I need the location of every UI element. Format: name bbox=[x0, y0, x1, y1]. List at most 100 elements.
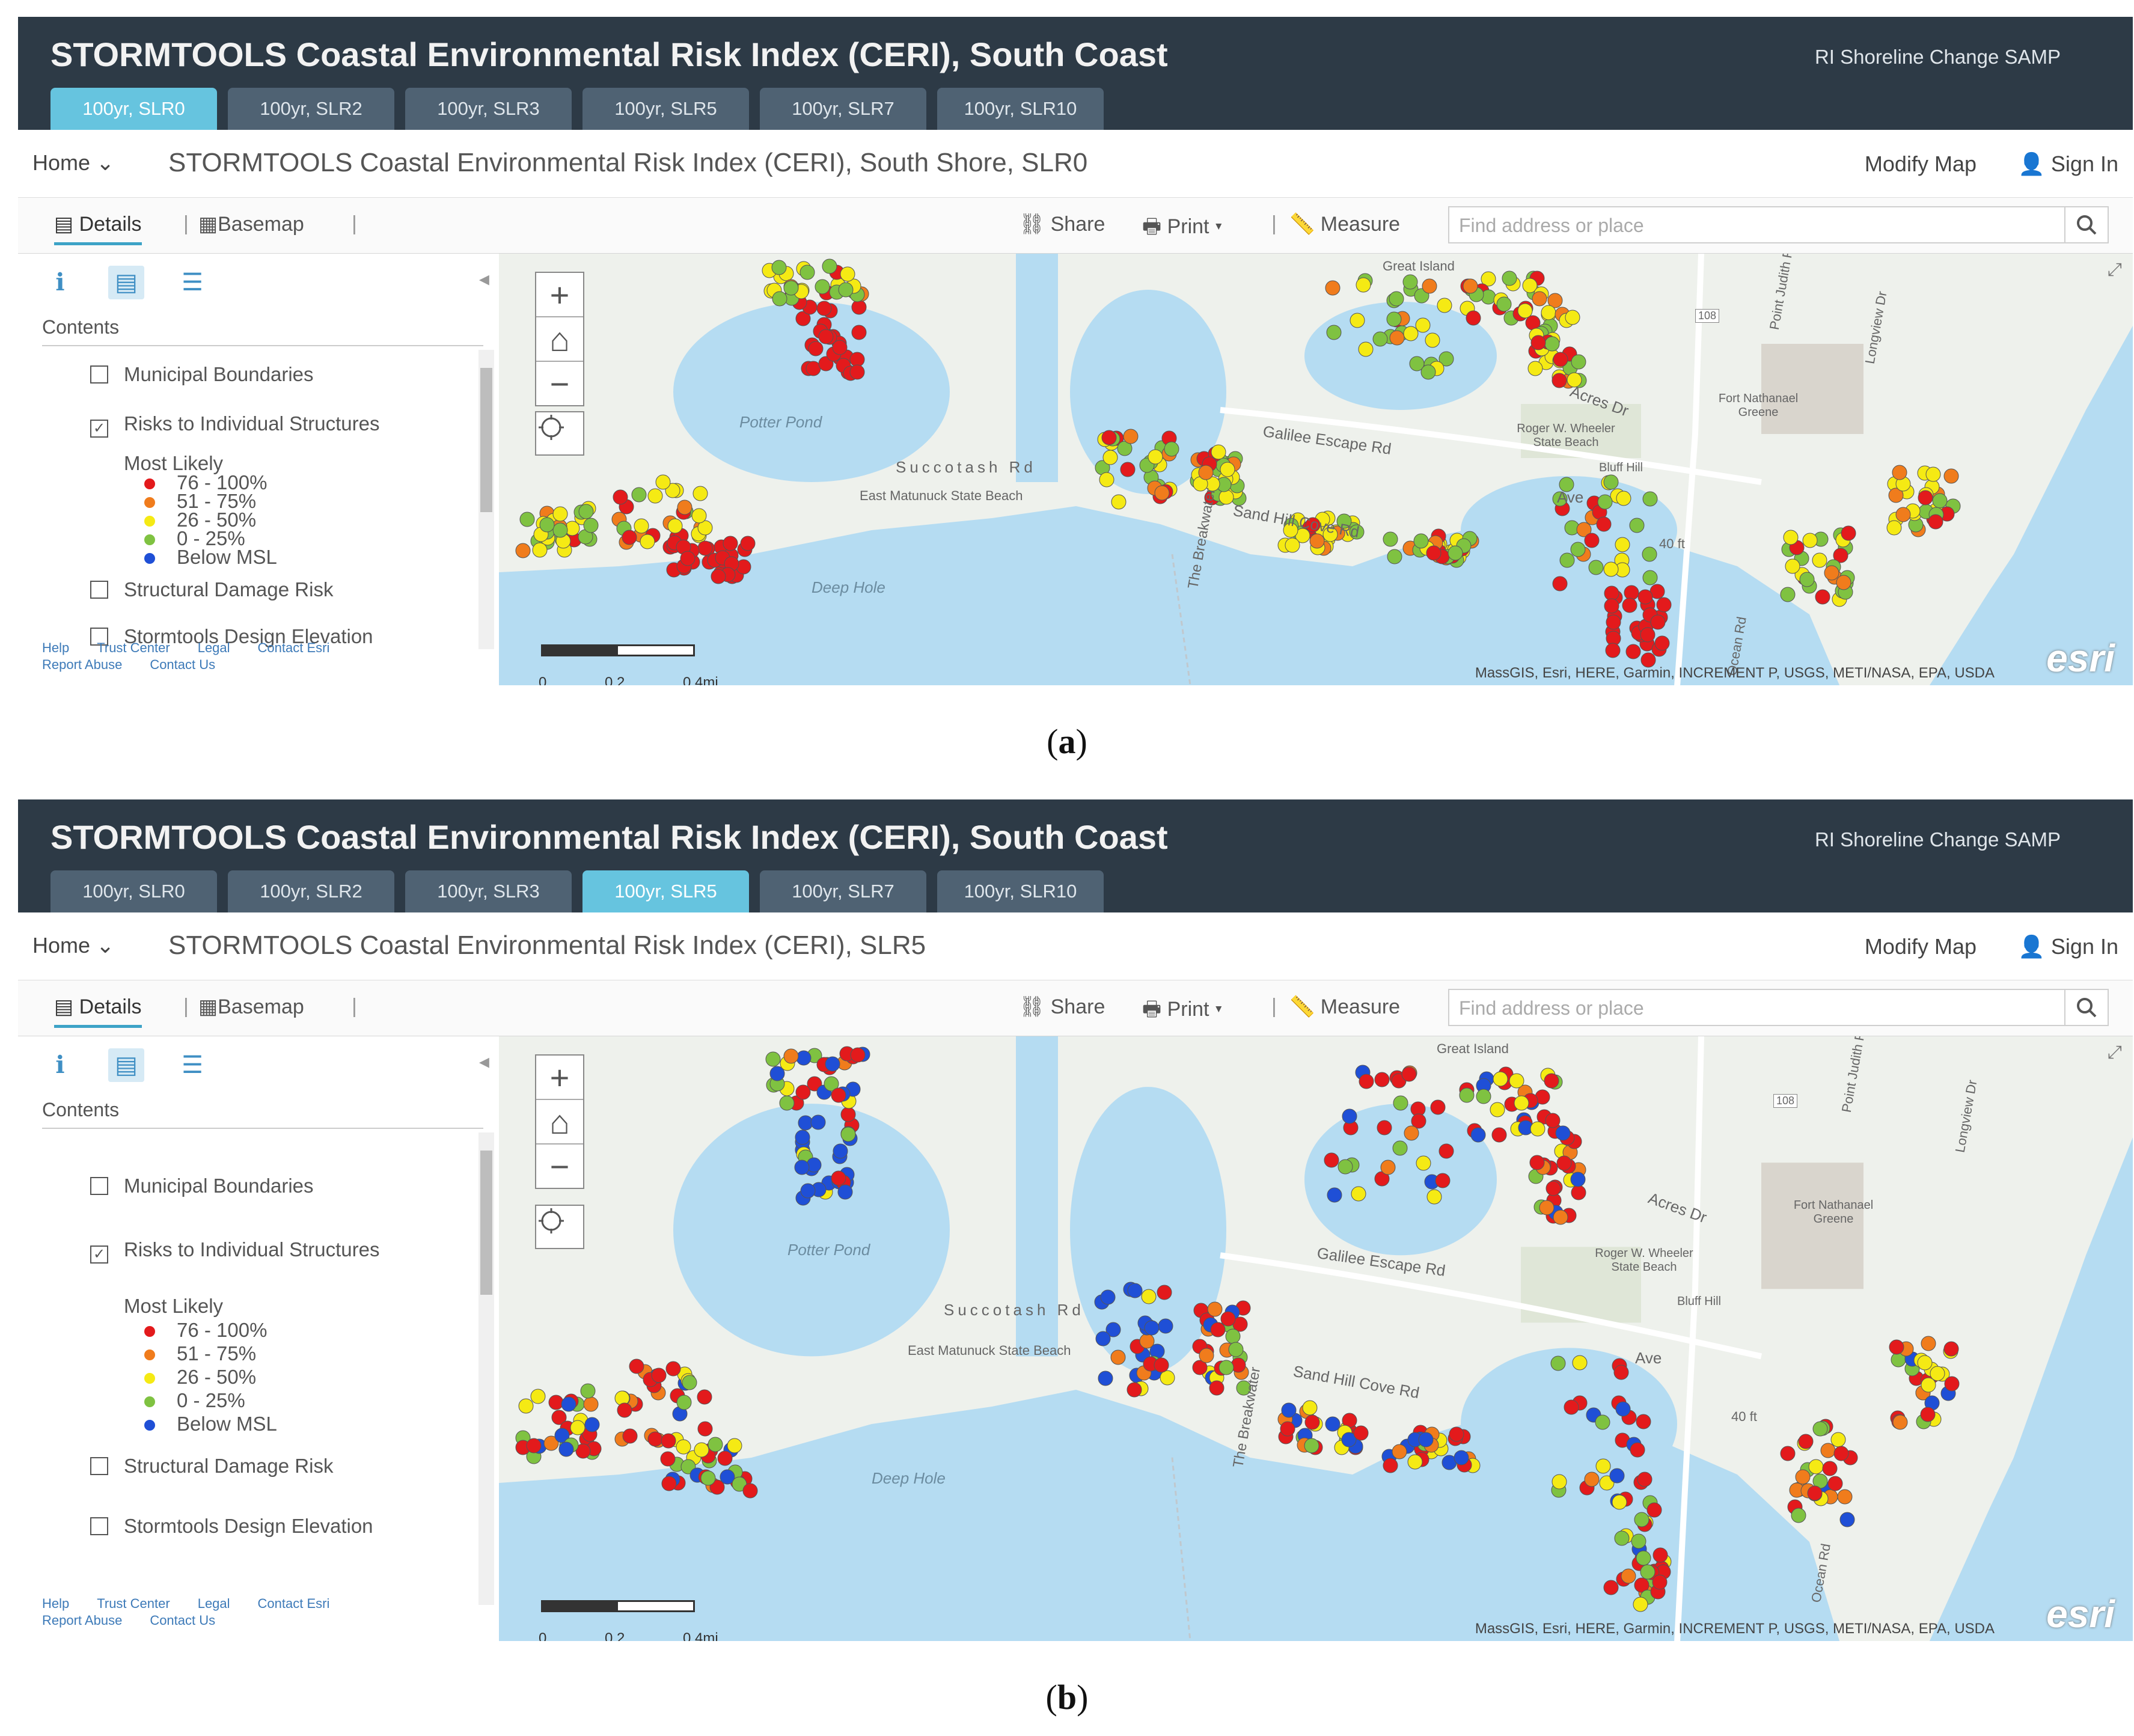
print-button[interactable]: 🖶 Print ▾ bbox=[1142, 995, 1223, 1029]
legend-label: 0 - 25% bbox=[177, 1389, 245, 1411]
search-input[interactable]: Find address or place bbox=[1459, 997, 1644, 1019]
expand-icon[interactable]: ⤢ bbox=[2108, 1042, 2122, 1062]
legal-link[interactable]: Legal bbox=[197, 1596, 230, 1611]
locate-button[interactable] bbox=[535, 411, 584, 456]
tab-slr7[interactable]: 100yr, SLR7 bbox=[760, 88, 926, 130]
structure-marker bbox=[1372, 331, 1388, 347]
checkbox-icon[interactable] bbox=[90, 1457, 108, 1475]
scroll-thumb[interactable] bbox=[480, 1151, 492, 1295]
help-link[interactable]: Help bbox=[42, 640, 70, 655]
details-button[interactable]: ▤ Details bbox=[54, 212, 142, 245]
details-button[interactable]: ▤ Details bbox=[54, 995, 142, 1028]
layer-structural-damage-risk[interactable]: Structural Damage Risk bbox=[90, 1455, 333, 1478]
print-button[interactable]: 🖶 Print ▾ bbox=[1142, 212, 1223, 246]
report-abuse-link[interactable]: Report Abuse bbox=[42, 1613, 123, 1628]
share-button[interactable]: ⛓ Share bbox=[1019, 995, 1105, 1019]
contact-esri-link[interactable]: Contact Esri bbox=[257, 640, 330, 655]
legend-label: 26 - 50% bbox=[177, 1366, 257, 1388]
structure-marker bbox=[840, 1126, 856, 1142]
expand-icon[interactable]: ⤢ bbox=[2108, 260, 2122, 280]
zoom-out-button[interactable]: − bbox=[549, 1147, 570, 1185]
structure-marker bbox=[831, 1170, 846, 1186]
share-button[interactable]: ⛓ Share bbox=[1019, 212, 1105, 236]
tab-slr5[interactable]: 100yr, SLR5 bbox=[582, 88, 749, 130]
trust-center-link[interactable]: Trust Center bbox=[97, 1596, 170, 1611]
home-extent-button[interactable]: ⌂ bbox=[536, 317, 583, 362]
basemap-button[interactable]: ▦Basemap bbox=[198, 212, 304, 236]
info-icon[interactable]: ℹ bbox=[55, 1052, 65, 1078]
map-label: Succotash Rd bbox=[896, 458, 1036, 476]
tab-slr0[interactable]: 100yr, SLR0 bbox=[50, 870, 217, 912]
home-menu[interactable]: Home ⌄ bbox=[32, 150, 114, 176]
trust-center-link[interactable]: Trust Center bbox=[97, 640, 170, 655]
sign-in-button[interactable]: 👤 Sign In bbox=[2018, 151, 2118, 177]
tab-slr7[interactable]: 100yr, SLR7 bbox=[760, 870, 926, 912]
chevron-down-icon: ⌄ bbox=[96, 150, 115, 175]
collapse-arrow-icon[interactable]: ◂ bbox=[478, 1050, 489, 1073]
checkbox-checked-icon[interactable]: ✓ bbox=[90, 420, 108, 438]
content-icon[interactable]: ▤ bbox=[108, 1048, 144, 1082]
map-view[interactable]: + ⌂ − ⤢ Potter Pond Succotash Rd East Ma… bbox=[499, 254, 2133, 685]
contact-us-link[interactable]: Contact Us bbox=[150, 657, 216, 672]
tab-slr2[interactable]: 100yr, SLR2 bbox=[228, 870, 394, 912]
app-subtitle-link[interactable]: RI Shoreline Change SAMP bbox=[1814, 828, 2061, 851]
map-canvas[interactable] bbox=[499, 254, 2133, 685]
home-extent-button[interactable]: ⌂ bbox=[536, 1100, 583, 1145]
layer-municipal-boundaries[interactable]: Municipal Boundaries bbox=[90, 1175, 314, 1197]
measure-button[interactable]: 📏 Measure bbox=[1289, 995, 1400, 1019]
contact-us-link[interactable]: Contact Us bbox=[150, 1613, 216, 1628]
modify-map-button[interactable]: Modify Map bbox=[1864, 151, 1977, 176]
layer-risks-individual-structures[interactable]: ✓ Risks to Individual Structures bbox=[90, 412, 380, 438]
checkbox-icon[interactable] bbox=[90, 1177, 108, 1195]
structure-marker bbox=[1545, 1113, 1561, 1128]
sign-in-button[interactable]: 👤 Sign In bbox=[2018, 934, 2118, 959]
checkbox-icon[interactable] bbox=[90, 628, 108, 646]
checkbox-icon[interactable] bbox=[90, 1517, 108, 1535]
search-input[interactable]: Find address or place bbox=[1459, 215, 1644, 236]
layer-stormtools-design-elevation[interactable]: Stormtools Design Elevation bbox=[90, 1515, 373, 1538]
collapse-arrow-icon[interactable]: ◂ bbox=[478, 267, 489, 290]
tab-slr0[interactable]: 100yr, SLR0 bbox=[50, 88, 217, 130]
legend-icon[interactable]: ☰ bbox=[182, 1052, 203, 1078]
zoom-in-button[interactable]: + bbox=[536, 1056, 583, 1100]
layer-risks-individual-structures[interactable]: ✓ Risks to Individual Structures bbox=[90, 1238, 380, 1264]
help-link[interactable]: Help bbox=[42, 1596, 70, 1611]
legal-link[interactable]: Legal bbox=[197, 640, 230, 655]
app-subtitle-link[interactable]: RI Shoreline Change SAMP bbox=[1814, 46, 2061, 68]
measure-button[interactable]: 📏 Measure bbox=[1289, 212, 1400, 236]
zoom-out-button[interactable]: − bbox=[549, 364, 570, 403]
layer-structural-damage-risk[interactable]: Structural Damage Risk bbox=[90, 578, 333, 601]
report-abuse-link[interactable]: Report Abuse bbox=[42, 657, 123, 672]
content-icon[interactable]: ▤ bbox=[108, 266, 144, 299]
structure-marker bbox=[1527, 361, 1543, 376]
tab-slr2[interactable]: 100yr, SLR2 bbox=[228, 88, 394, 130]
legend-icon[interactable]: ☰ bbox=[182, 269, 203, 296]
scroll-thumb[interactable] bbox=[480, 368, 492, 512]
info-icon[interactable]: ℹ bbox=[55, 269, 65, 296]
locate-button[interactable] bbox=[535, 1205, 584, 1249]
layer-municipal-boundaries[interactable]: Municipal Boundaries bbox=[90, 363, 314, 386]
sidebar-scrollbar[interactable] bbox=[478, 350, 494, 649]
sidebar-scrollbar[interactable] bbox=[478, 1132, 494, 1605]
structure-marker bbox=[1490, 1102, 1505, 1117]
zoom-in-button[interactable]: + bbox=[536, 273, 583, 317]
layer-stormtools-design-elevation[interactable]: Stormtools Design Elevation bbox=[90, 625, 373, 648]
modify-map-button[interactable]: Modify Map bbox=[1864, 934, 1977, 959]
home-menu[interactable]: Home ⌄ bbox=[32, 933, 114, 958]
search-button[interactable] bbox=[2064, 207, 2108, 242]
map-view[interactable]: + ⌂ − ⤢ Potter Pond Succotash Rd East Ma… bbox=[499, 1036, 2133, 1641]
search-button[interactable] bbox=[2064, 990, 2108, 1025]
tab-slr10[interactable]: 100yr, SLR10 bbox=[937, 88, 1104, 130]
checkbox-checked-icon[interactable]: ✓ bbox=[90, 1245, 108, 1264]
tab-slr10[interactable]: 100yr, SLR10 bbox=[937, 870, 1104, 912]
tab-slr5[interactable]: 100yr, SLR5 bbox=[582, 870, 749, 912]
basemap-button[interactable]: ▦Basemap bbox=[198, 995, 304, 1019]
tab-slr3[interactable]: 100yr, SLR3 bbox=[405, 870, 572, 912]
map-canvas[interactable] bbox=[499, 1036, 2133, 1641]
checkbox-icon[interactable] bbox=[90, 365, 108, 384]
structure-marker bbox=[617, 1402, 632, 1418]
structure-marker bbox=[1642, 491, 1658, 507]
tab-slr3[interactable]: 100yr, SLR3 bbox=[405, 88, 572, 130]
contact-esri-link[interactable]: Contact Esri bbox=[257, 1596, 330, 1611]
checkbox-icon[interactable] bbox=[90, 581, 108, 599]
